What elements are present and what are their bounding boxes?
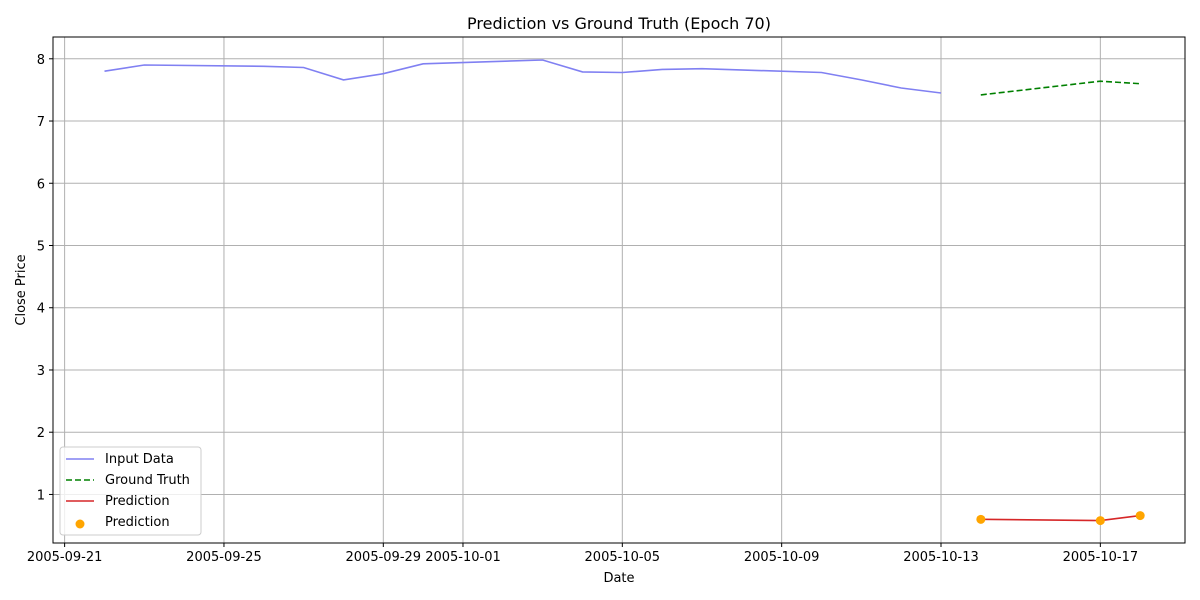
prediction-point bbox=[1095, 516, 1105, 526]
x-axis-label: Date bbox=[603, 571, 634, 586]
y-tick-label: 2 bbox=[37, 426, 45, 441]
y-tick-label: 7 bbox=[37, 115, 45, 130]
input-data-line bbox=[104, 59, 942, 94]
x-tick-label: 2005-10-01 bbox=[425, 550, 501, 565]
prediction-point bbox=[976, 514, 986, 524]
legend-entry: Prediction bbox=[75, 515, 170, 530]
plot-frame bbox=[52, 36, 1186, 544]
x-axis: 2005-09-21 2005-09-25 2005-09-29 2005-10-01… bbox=[27, 543, 1138, 565]
x-tick-label: 2005-09-29 bbox=[346, 550, 422, 565]
legend-label: Prediction bbox=[105, 515, 170, 530]
series-layer bbox=[104, 59, 1145, 526]
grid bbox=[53, 37, 1185, 543]
y-tick-label: 6 bbox=[37, 177, 45, 192]
legend-swatch bbox=[75, 519, 85, 529]
legend-box bbox=[59, 446, 202, 536]
legend-entry: Input Data bbox=[66, 452, 174, 467]
legend: Input Data Ground Truth Prediction Predicti… bbox=[59, 446, 202, 536]
y-tick-label: 1 bbox=[37, 488, 45, 503]
y-tick-label: 8 bbox=[37, 53, 45, 68]
legend-label: Prediction bbox=[105, 494, 170, 509]
legend-label: Ground Truth bbox=[105, 473, 190, 488]
x-tick-label: 2005-10-17 bbox=[1063, 550, 1139, 565]
y-axis: 1 2 3 4 5 6 7 8 bbox=[37, 53, 53, 503]
legend-label: Input Data bbox=[105, 452, 174, 467]
legend-entry: Prediction bbox=[66, 494, 170, 509]
x-tick-label: 2005-10-09 bbox=[744, 550, 820, 565]
x-tick-label: 2005-09-25 bbox=[186, 550, 262, 565]
legend-entry: Ground Truth bbox=[66, 473, 190, 488]
chart-title: Prediction vs Ground Truth (Epoch 70) bbox=[467, 14, 771, 33]
y-tick-label: 3 bbox=[37, 364, 45, 379]
y-axis-label: Close Price bbox=[14, 254, 29, 325]
x-tick-label: 2005-09-21 bbox=[27, 550, 103, 565]
prediction-point bbox=[1135, 511, 1145, 521]
prediction-line bbox=[980, 514, 1141, 522]
y-tick-label: 5 bbox=[37, 239, 45, 254]
x-tick-label: 2005-10-05 bbox=[585, 550, 661, 565]
ground-truth-line bbox=[980, 80, 1141, 96]
y-tick-label: 4 bbox=[37, 302, 45, 317]
x-tick-label: 2005-10-13 bbox=[903, 550, 979, 565]
